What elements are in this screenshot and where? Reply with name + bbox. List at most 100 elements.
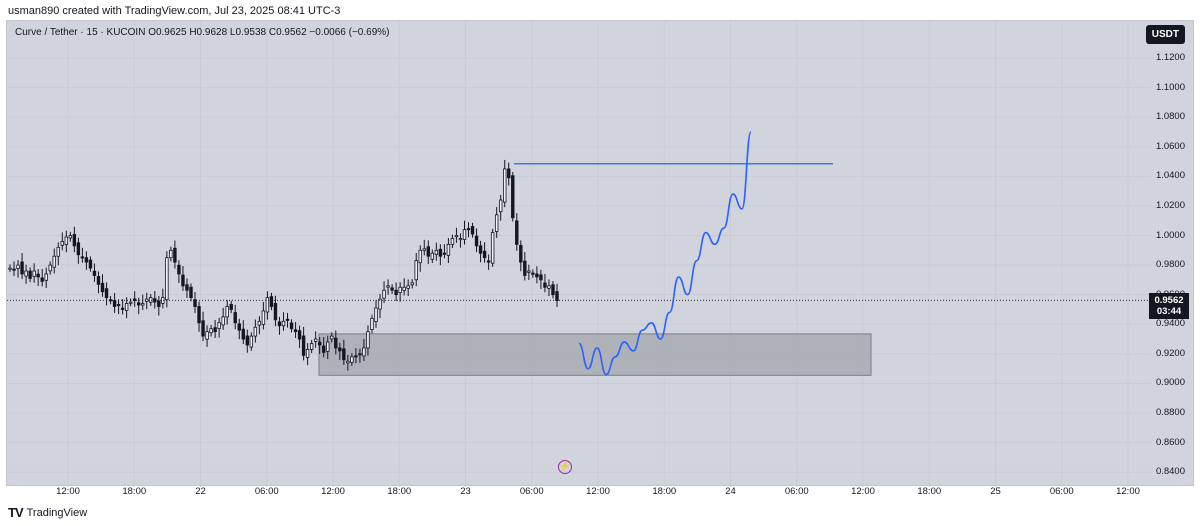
y-tick-label: 1.0200 [1155, 199, 1185, 211]
candle-body [334, 337, 338, 349]
candle-body [394, 289, 398, 296]
price-chart[interactable] [7, 21, 1151, 487]
candle-body [165, 257, 169, 301]
x-tick-label: 23 [460, 486, 471, 497]
candle-body [515, 220, 519, 245]
candle-body [96, 276, 101, 285]
candle-body [474, 235, 479, 247]
candle-body [543, 282, 547, 288]
candle-body [40, 277, 44, 282]
candle-body [430, 252, 435, 260]
candle-body [249, 335, 254, 348]
candle-body [519, 245, 523, 263]
currency-unit-badge[interactable]: USDT [1145, 25, 1185, 44]
candle-body [128, 301, 133, 304]
candle-body [64, 236, 69, 245]
candle-body [486, 260, 491, 263]
x-tick-label: 12:00 [1116, 486, 1140, 497]
candle-body [309, 343, 314, 350]
chart-panel[interactable]: Curve / Tether · 15 · KUCOIN O0.9625 H0.… [6, 20, 1194, 497]
y-tick-label: 1.0000 [1155, 229, 1185, 241]
candle-body [342, 348, 346, 361]
candle-body [470, 226, 475, 235]
candle-body [185, 284, 189, 291]
x-tick-label: 25 [990, 486, 1001, 497]
candle-body [301, 335, 306, 356]
candle-body [201, 320, 205, 337]
candle-body [76, 242, 81, 256]
candle-body [354, 355, 358, 358]
y-tick-label: 0.9000 [1155, 377, 1185, 389]
candle-body [169, 249, 173, 259]
candle-body [237, 323, 241, 331]
candle-body [289, 322, 294, 330]
candle-body [157, 300, 161, 307]
candle-body [305, 349, 310, 358]
lightning-icon[interactable]: ⚡ [558, 460, 572, 474]
last-price-label: 0.9562 03:44 [1149, 293, 1189, 320]
candle-body [285, 318, 290, 321]
candle-body [366, 331, 370, 349]
candle-body [382, 289, 386, 299]
candle-body [410, 282, 414, 286]
candle-body [462, 229, 467, 240]
candle-body [390, 287, 394, 291]
candle-body [72, 234, 77, 247]
candle-body [551, 284, 555, 296]
candle-body [523, 260, 527, 276]
candle-body [225, 306, 229, 318]
candle-body [458, 238, 463, 241]
last-price-value: 0.9562 [1154, 295, 1184, 307]
candle-body [56, 246, 60, 257]
candle-body [20, 261, 24, 275]
candle-body [24, 270, 28, 277]
candle-body [398, 286, 402, 294]
candle-body [346, 360, 350, 364]
symbol-legend: Curve / Tether · 15 · KUCOIN O0.9625 H0.… [15, 27, 390, 38]
x-tick-label: 06:00 [1049, 486, 1074, 497]
footer-brand[interactable]: TV TradingView [8, 505, 87, 520]
candle-body [245, 335, 250, 346]
bar-countdown: 03:44 [1156, 306, 1182, 318]
x-tick-label: 06:00 [254, 486, 279, 497]
candle-body [233, 312, 237, 324]
candle-body [498, 199, 503, 213]
candle-body [418, 249, 422, 264]
candle-body [217, 322, 221, 329]
candle-body [402, 286, 406, 291]
candle-body [297, 330, 302, 340]
candle-body [539, 274, 543, 281]
candle-body [293, 329, 298, 333]
candle-body [450, 238, 455, 245]
candle-body [442, 252, 447, 255]
candle-body [330, 335, 334, 340]
candle-body [205, 331, 209, 340]
x-tick-label: 18:00 [387, 486, 412, 497]
candle-body [350, 356, 354, 363]
x-tick-label: 06:00 [784, 486, 809, 497]
candle-body [88, 259, 93, 269]
candle-body [137, 302, 141, 306]
y-tick-label: 0.8600 [1155, 436, 1185, 448]
candle-body [36, 273, 40, 278]
candle-body [116, 304, 121, 307]
candle-body [257, 320, 262, 326]
x-tick-label: 18:00 [652, 486, 677, 497]
candle-body [322, 345, 326, 353]
candle-body [44, 273, 48, 281]
x-tick-label: 12:00 [321, 486, 345, 497]
x-tick-label: 22 [195, 486, 206, 497]
candle-body [273, 303, 278, 321]
y-tick-label: 1.0600 [1155, 140, 1185, 152]
x-tick-label: 06:00 [519, 486, 544, 497]
candle-body [338, 347, 342, 352]
x-tick-label: 24 [725, 486, 736, 497]
y-tick-label: 1.0400 [1155, 170, 1185, 182]
candle-body [281, 320, 286, 327]
candle-body [229, 304, 233, 310]
x-tick-label: 18:00 [122, 486, 147, 497]
candle-body [197, 306, 201, 324]
candle-body [213, 327, 217, 333]
candle-body [173, 247, 177, 263]
candle-body [454, 235, 459, 238]
